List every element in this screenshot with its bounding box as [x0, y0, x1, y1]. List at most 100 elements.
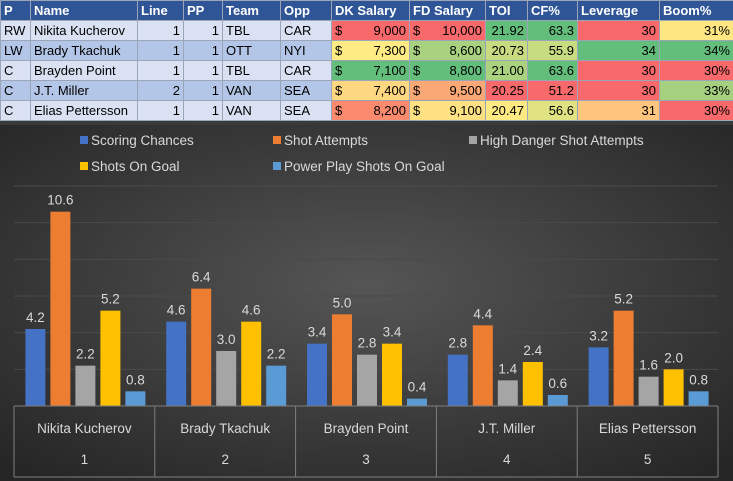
- bar: [588, 347, 609, 406]
- salary-value: 7,300: [373, 43, 406, 58]
- cell-name: Brady Tkachuk: [30, 40, 138, 61]
- cell-fd-salary: $8,600: [409, 40, 486, 61]
- cell-opp: SEA: [280, 100, 332, 121]
- cell-pp: 1: [183, 60, 223, 81]
- cell-cf: 51.2: [527, 80, 578, 101]
- table-row: C Elias Pettersson 1 1 VAN SEA $8,200 $9,100 20.…: [0, 100, 733, 121]
- cell-team: TBL: [222, 20, 281, 41]
- cell-line: 2: [137, 80, 184, 101]
- legend-swatch: [469, 136, 477, 144]
- chart-bars: [25, 211, 709, 406]
- bar: [382, 343, 402, 406]
- cell-pos: LW: [0, 40, 31, 61]
- cell-opp: NYI: [280, 40, 332, 61]
- bar: [166, 321, 187, 406]
- cell-toi: 21.00: [485, 60, 528, 81]
- category-label: Nikita Kucherov: [37, 421, 132, 436]
- bar: [663, 369, 684, 406]
- bar: [191, 288, 212, 406]
- cell-cf: 63.6: [527, 60, 578, 81]
- salary-value: 7,100: [373, 63, 406, 78]
- header-cf: CF%: [527, 0, 578, 21]
- table-header-row: P Name Line PP Team Opp DK Salary FD Sal…: [0, 0, 733, 21]
- cell-boom: 31%: [659, 20, 733, 41]
- header-leverage: Leverage: [577, 0, 660, 21]
- cell-opp: CAR: [280, 20, 332, 41]
- bar-value-label: 0.8: [126, 372, 145, 387]
- bar: [241, 321, 262, 406]
- cell-opp: SEA: [280, 80, 332, 101]
- cell-pos: C: [0, 100, 31, 121]
- salary-value: 9,000: [373, 23, 406, 38]
- currency-symbol: $: [413, 103, 421, 118]
- header-opp: Opp: [280, 0, 332, 21]
- currency-symbol: $: [413, 83, 421, 98]
- header-dk-salary: DK Salary: [331, 0, 410, 21]
- bar-value-label: 0.8: [689, 372, 708, 387]
- cell-toi: 21.92: [485, 20, 528, 41]
- cell-pos: C: [0, 60, 31, 81]
- bar-value-label: 3.4: [383, 325, 402, 340]
- table-row: C J.T. Miller 2 1 VAN SEA $7,400 $9,500 20.25 51.…: [0, 80, 733, 101]
- legend-label: Shots On Goal: [91, 159, 180, 174]
- cell-boom: 30%: [659, 60, 733, 81]
- cell-fd-salary: $9,500: [409, 80, 486, 101]
- table-row: C Brayden Point 1 1 TBL CAR $7,100 $8,800 21.00 6…: [0, 60, 733, 81]
- cell-cf: 63.3: [527, 20, 578, 41]
- cell-boom: 33%: [659, 80, 733, 101]
- category-label: Brayden Point: [324, 421, 409, 436]
- category-group-label: 4: [503, 452, 511, 467]
- cell-toi: 20.25: [485, 80, 528, 101]
- header-team: Team: [222, 0, 281, 21]
- category-group-label: 3: [362, 452, 370, 467]
- bar: [547, 395, 568, 406]
- cell-name: Elias Pettersson: [30, 100, 138, 121]
- cell-name: Brayden Point: [30, 60, 138, 81]
- legend-label: Power Play Shots On Goal: [284, 159, 445, 174]
- currency-symbol: $: [413, 63, 421, 78]
- cell-leverage: 30: [577, 60, 660, 81]
- table-body: RW Nikita Kucherov 1 1 TBL CAR $9,000 $10,000 21…: [0, 20, 733, 121]
- bar-value-label: 4.4: [473, 306, 492, 321]
- category-label: Elias Pettersson: [599, 421, 697, 436]
- bar: [497, 380, 518, 406]
- category-group-label: 2: [221, 452, 229, 467]
- chart-data-labels: 4.2 10.6 2.2 5.2 0.8 4.6 6.4 3.0 4.6 2.2 3.4 5.0 2.8…: [26, 193, 708, 395]
- legend-label: High Danger Shot Attempts: [480, 133, 644, 148]
- cell-boom: 34%: [659, 40, 733, 61]
- category-label: Brady Tkachuk: [180, 421, 270, 436]
- salary-value: 9,500: [449, 83, 482, 98]
- currency-symbol: $: [335, 43, 343, 58]
- currency-symbol: $: [335, 83, 343, 98]
- currency-symbol: $: [413, 43, 421, 58]
- bar: [522, 362, 543, 406]
- cell-leverage: 31: [577, 100, 660, 121]
- cell-leverage: 30: [577, 80, 660, 101]
- salary-value: 10,000: [442, 23, 482, 38]
- bar: [216, 351, 237, 406]
- currency-symbol: $: [335, 63, 343, 78]
- table-row: RW Nikita Kucherov 1 1 TBL CAR $9,000 $10,000 21…: [0, 20, 733, 41]
- cell-fd-salary: $8,800: [409, 60, 486, 81]
- cell-pp: 1: [183, 40, 223, 61]
- cell-name: J.T. Miller: [30, 80, 138, 101]
- bar-value-label: 2.0: [664, 350, 683, 365]
- bar-chart: Scoring Chances Shot Attempts High Danger …: [0, 125, 733, 481]
- cell-name: Nikita Kucherov: [30, 20, 138, 41]
- bar-value-label: 10.6: [47, 193, 73, 208]
- cell-boom: 30%: [659, 100, 733, 121]
- cell-line: 1: [137, 40, 184, 61]
- header-pp: PP: [183, 0, 223, 21]
- cell-pp: 1: [183, 100, 223, 121]
- cell-dk-salary: $7,100: [331, 60, 410, 81]
- bar: [50, 211, 71, 406]
- currency-symbol: $: [413, 23, 421, 38]
- bar: [472, 325, 493, 406]
- bar-value-label: 3.0: [217, 332, 236, 347]
- cell-team: VAN: [222, 80, 281, 101]
- legend-label: Scoring Chances: [91, 133, 194, 148]
- cell-team: VAN: [222, 100, 281, 121]
- header-pos: P: [0, 0, 31, 21]
- cell-team: TBL: [222, 60, 281, 81]
- header-name: Name: [30, 0, 138, 21]
